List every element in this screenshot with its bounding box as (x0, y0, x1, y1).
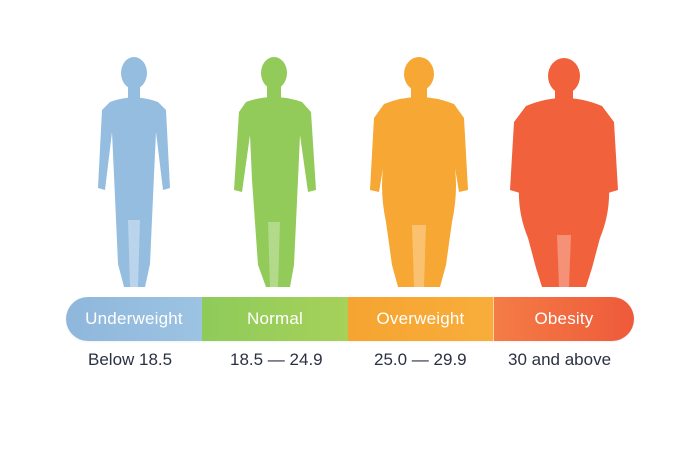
obesity-segment: Obesity (494, 297, 634, 341)
normal-range: 18.5 — 24.9 (230, 350, 323, 369)
overweight-segment: Overweight (348, 297, 494, 341)
obesity-body-icon (510, 58, 618, 287)
obesity-range: 30 and above (508, 350, 612, 369)
overweight-body-icon (370, 57, 468, 287)
underweight-body-icon (98, 57, 170, 287)
normal-segment: Normal (202, 297, 348, 341)
underweight-range: Below 18.5 (88, 350, 173, 369)
body-figures (98, 57, 618, 287)
normal-body-icon (234, 57, 316, 287)
underweight-segment: Underweight (66, 297, 202, 341)
overweight-range: 25.0 — 29.9 (374, 350, 467, 369)
bmi-scale-bar: Underweight Normal Overweight Obesity (66, 297, 634, 341)
